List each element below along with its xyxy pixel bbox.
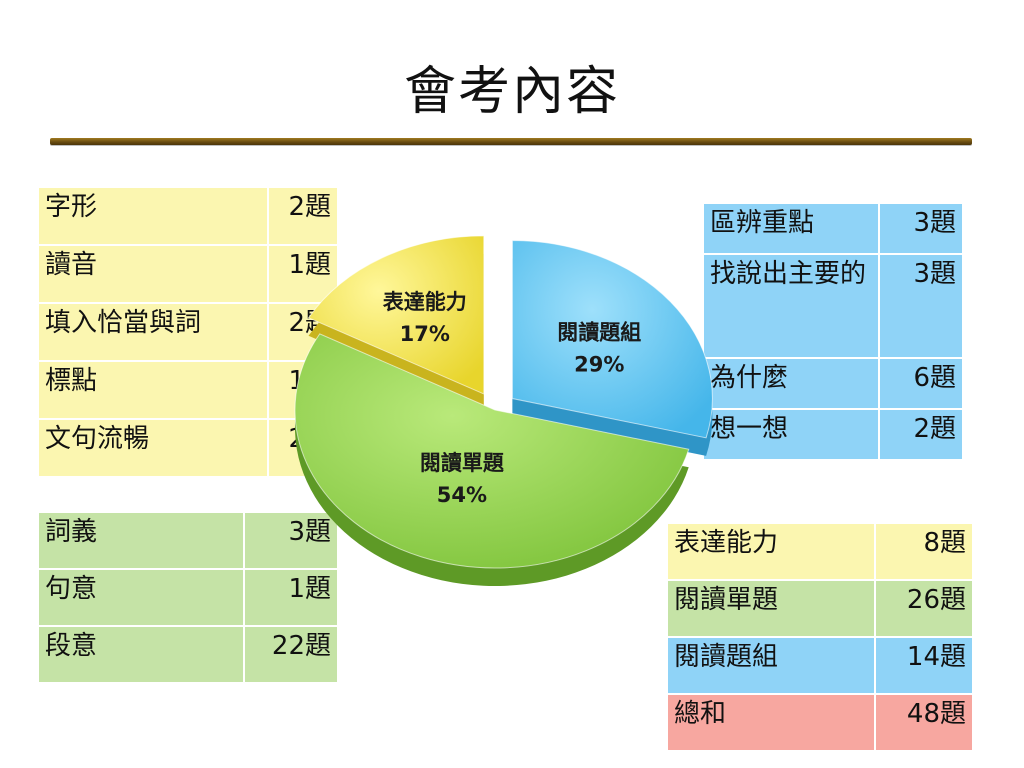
- page-title: 會考內容: [403, 62, 620, 122]
- count-cell: 6題: [880, 359, 962, 408]
- count-cell: 26題: [876, 581, 972, 636]
- count-cell: 3題: [880, 204, 962, 253]
- table-row: 找說出主要的 3題: [704, 255, 962, 357]
- count-cell: 1題: [245, 570, 337, 625]
- table-row: 段意 22題: [39, 627, 337, 682]
- slice-reading-single-percent: 54%: [437, 483, 487, 507]
- question-distribution-pie-chart: 表達能力 17% 閱讀題組 29% 閱讀單題 54%: [294, 235, 713, 586]
- slice-reading-group-percent: 29%: [574, 352, 624, 376]
- table-row: 詞義 3題: [39, 513, 337, 568]
- table-row: 閱讀單題 26題: [668, 581, 972, 636]
- item-cell: 標點: [39, 362, 267, 418]
- item-cell: 段意: [39, 627, 243, 682]
- table-row: 讀音 1題: [39, 246, 337, 302]
- table-row: 區辨重點 3題: [704, 204, 962, 253]
- item-cell: 詞義: [39, 513, 243, 568]
- count-cell: 3題: [245, 513, 337, 568]
- count-cell: 22題: [245, 627, 337, 682]
- count-cell: 3題: [880, 255, 962, 357]
- slice-reading-single-label: 閱讀單題: [420, 451, 505, 475]
- item-cell: 為什麼: [704, 359, 878, 408]
- expression-table: 字形 2題 讀音 1題 填入恰當與詞 2題 標點 1題 文句流暢 2題: [37, 186, 339, 478]
- table-row: 字形 2題: [39, 188, 337, 244]
- item-cell: 區辨重點: [704, 204, 878, 253]
- count-cell: 2題: [269, 188, 337, 244]
- slice-reading-group-label: 閱讀題組: [557, 320, 641, 344]
- item-cell: 句意: [39, 570, 243, 625]
- table-row: 總和 48題: [668, 695, 972, 750]
- title-divider: [50, 138, 972, 145]
- count-cell: 8題: [876, 524, 972, 579]
- slice-reading-single: [294, 333, 690, 569]
- count-cell: 14題: [876, 638, 972, 693]
- slice-expression: [307, 235, 485, 395]
- item-cell: 文句流暢: [39, 420, 267, 476]
- summary-table: 表達能力 8題 閱讀單題 26題 閱讀題組 14題 總和 48題: [666, 522, 974, 752]
- item-cell: 字形: [39, 188, 267, 244]
- slice-reading-group: [511, 240, 713, 439]
- table-row: 為什麼 6題: [704, 359, 962, 408]
- item-cell: 填入恰當與詞: [39, 304, 267, 360]
- table-row: 句意 1題: [39, 570, 337, 625]
- item-cell: 表達能力: [668, 524, 874, 579]
- single-reading-table: 詞義 3題 句意 1題 段意 22題: [37, 511, 339, 684]
- item-cell: 想一想: [704, 410, 878, 459]
- item-cell: 找說出主要的: [704, 255, 878, 357]
- count-cell: 2題: [880, 410, 962, 459]
- item-cell: 閱讀單題: [668, 581, 874, 636]
- slice-expression-percent: 17%: [400, 322, 450, 346]
- item-cell: 總和: [668, 695, 874, 750]
- table-row: 想一想 2題: [704, 410, 962, 459]
- table-row: 閱讀題組 14題: [668, 638, 972, 693]
- count-cell: 48題: [876, 695, 972, 750]
- count-cell: 1題: [269, 246, 337, 302]
- item-cell: 讀音: [39, 246, 267, 302]
- item-cell: 閱讀題組: [668, 638, 874, 693]
- group-reading-table: 區辨重點 3題 找說出主要的 3題 為什麼 6題 想一想 2題: [702, 202, 964, 461]
- table-row: 表達能力 8題: [668, 524, 972, 579]
- slice-expression-label: 表達能力: [383, 290, 467, 314]
